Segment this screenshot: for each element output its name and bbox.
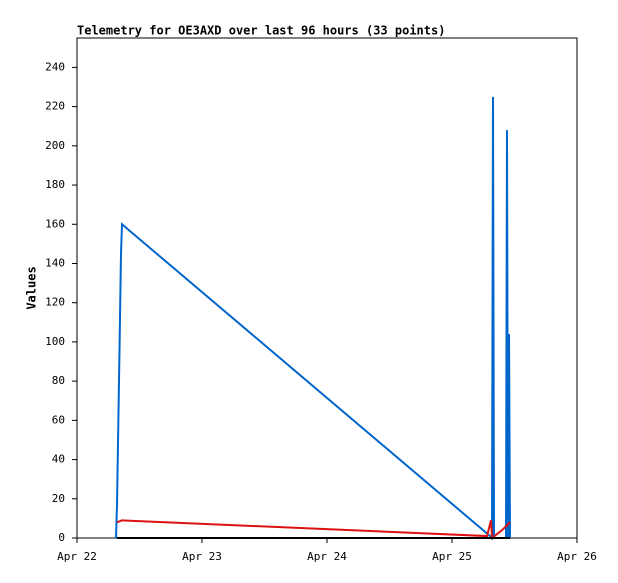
y-tick-label: 180 xyxy=(45,178,65,191)
y-tick-label: 160 xyxy=(45,217,65,230)
y-tick-label: 240 xyxy=(45,60,65,73)
x-tick-label: Apr 23 xyxy=(182,550,222,563)
y-tick-label: 220 xyxy=(45,100,65,113)
plot-frame xyxy=(76,37,578,539)
series-line xyxy=(116,519,511,540)
x-tick-label: Apr 22 xyxy=(57,550,97,563)
x-tick-label: Apr 25 xyxy=(432,550,472,563)
y-tick-label: 0 xyxy=(58,531,65,544)
x-tick-label: Apr 26 xyxy=(557,550,597,563)
y-tick-label: 20 xyxy=(52,492,65,505)
chart-title: Telemetry for OE3AXD over last 96 hours … xyxy=(77,24,445,38)
x-tick-label: Apr 24 xyxy=(307,550,347,563)
y-tick-label: 120 xyxy=(45,296,65,309)
y-tick-label: 60 xyxy=(52,413,65,426)
y-tick-label: 40 xyxy=(52,453,65,466)
y-tick-label: 200 xyxy=(45,139,65,152)
series-line xyxy=(115,96,511,541)
y-tick-label: 80 xyxy=(52,374,65,387)
y-tick-label: 140 xyxy=(45,256,65,269)
y-axis-label: Values xyxy=(25,266,39,309)
y-tick-label: 100 xyxy=(45,335,65,348)
